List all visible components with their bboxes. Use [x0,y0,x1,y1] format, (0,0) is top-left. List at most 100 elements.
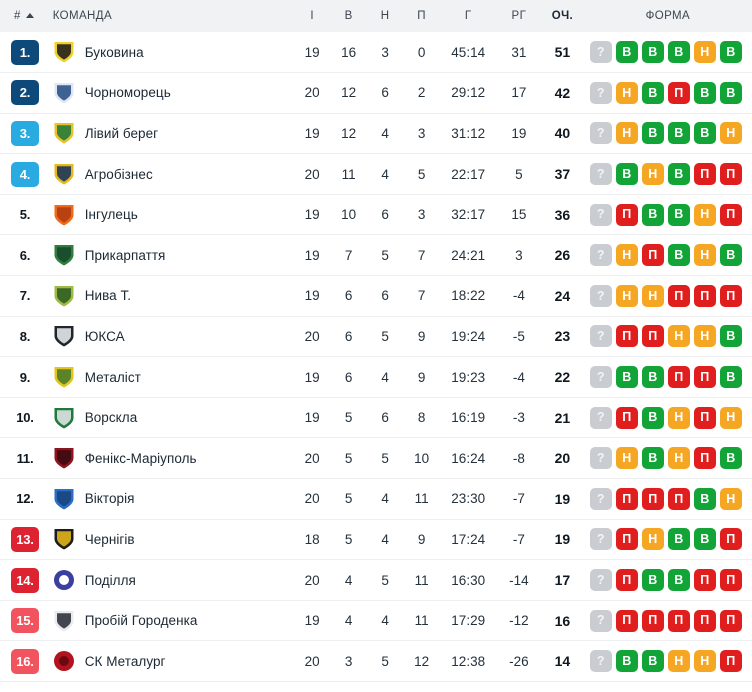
form-badge-win[interactable]: В [693,487,716,510]
column-header-team[interactable]: КОМАНДА [52,10,113,22]
form-badge-draw[interactable]: Н [641,284,664,307]
table-row[interactable]: 6. Прикарпаття 19 7 5 7 24:21 3 26? Н П В Н В [0,234,752,276]
form-badge-draw[interactable]: Н [667,447,690,470]
form-badge-loss[interactable]: П [615,203,638,226]
form-badge-win[interactable]: В [641,203,664,226]
table-row[interactable]: 15. Пробій Городенка 19 4 4 11 17:29 -12 16? П П П П… [0,600,752,641]
form-badge-unknown[interactable]: ? [589,203,612,226]
table-row[interactable]: 4. Агробізнес 20 11 4 5 22:17 5 37? В Н В П П [0,153,752,195]
team-cell[interactable]: Нива Т. [53,276,294,317]
form-badge-win[interactable]: В [719,41,742,64]
form-badge-draw[interactable]: Н [615,447,638,470]
form-badge-unknown[interactable]: ? [589,122,612,145]
form-badge-unknown[interactable]: ? [589,487,612,510]
form-badge-win[interactable]: В [693,528,716,551]
team-cell[interactable]: Інгулець [53,194,294,235]
form-badge-draw[interactable]: Н [693,650,716,673]
form-badge-draw[interactable]: Н [693,41,716,64]
form-badge-win[interactable]: В [667,41,690,64]
form-badge-draw[interactable]: Н [615,81,638,104]
form-badge-loss[interactable]: П [667,81,690,104]
form-badge-loss[interactable]: П [693,406,716,429]
column-header-goal-diff[interactable]: РГ [511,10,527,22]
form-badge-loss[interactable]: П [719,203,742,226]
team-name[interactable]: Агробізнес [84,166,153,182]
form-badge-loss[interactable]: П [615,487,638,510]
form-badge-win[interactable]: В [641,406,664,429]
team-cell[interactable]: Прикарпаття [53,235,294,276]
team-cell[interactable]: ЮКСА [53,316,294,357]
form-badge-win[interactable]: В [719,244,742,267]
form-badge-loss[interactable]: П [667,366,690,389]
form-badge-win[interactable]: В [693,81,716,104]
form-badge-unknown[interactable]: ? [589,41,612,64]
form-badge-draw[interactable]: Н [719,406,742,429]
table-row[interactable]: 14. Поділля 20 4 5 11 16:30 -14 17? П В В П П [0,559,752,601]
form-badge-win[interactable]: В [667,163,690,186]
table-row[interactable]: 2. Чорноморець 20 12 6 2 29:12 17 42? Н В П В В [0,72,752,114]
team-name[interactable]: Буковина [84,44,144,60]
form-badge-loss[interactable]: П [641,487,664,510]
form-badge-win[interactable]: В [641,41,664,64]
team-name[interactable]: Пробій Городенка [84,613,198,629]
form-badge-win[interactable]: В [615,366,638,389]
team-cell[interactable]: Фенікс-Маріуполь [53,438,294,479]
team-name[interactable]: Лівий берег [84,125,159,141]
form-badge-win[interactable]: В [641,122,664,145]
column-header-losses[interactable]: П [417,10,426,22]
form-badge-loss[interactable]: П [615,569,638,592]
form-badge-loss[interactable]: П [641,325,664,348]
form-badge-draw[interactable]: Н [667,650,690,673]
table-row[interactable]: 9. Металіст 19 6 4 9 19:23 -4 22? В В П П В [0,356,752,398]
form-badge-win[interactable]: В [719,447,742,470]
table-row[interactable]: 12. Вікторія 20 5 4 11 23:30 -7 19? П П П В Н [0,478,752,520]
form-badge-win[interactable]: В [719,325,742,348]
form-badge-win[interactable]: В [719,366,742,389]
column-header-draws[interactable]: Н [380,10,390,22]
form-badge-draw[interactable]: Н [667,406,690,429]
team-cell[interactable]: Агробізнес [53,154,294,195]
team-name[interactable]: Ворскла [84,410,138,426]
form-badge-loss[interactable]: П [641,609,664,632]
form-badge-draw[interactable]: Н [615,284,638,307]
form-badge-win[interactable]: В [667,569,690,592]
form-badge-loss[interactable]: П [615,406,638,429]
form-badge-loss[interactable]: П [719,650,742,673]
form-badge-unknown[interactable]: ? [589,569,612,592]
form-badge-draw[interactable]: Н [615,244,638,267]
team-cell[interactable]: Лівий берег [53,113,294,154]
form-badge-unknown[interactable]: ? [589,325,612,348]
sort-ascending-arrow-icon[interactable] [25,12,34,18]
form-badge-win[interactable]: В [667,244,690,267]
form-badge-win[interactable]: В [667,122,690,145]
form-badge-win[interactable]: В [641,81,664,104]
table-row[interactable]: 13. Чернігів 18 5 4 9 17:24 -7 19? П Н В В П [0,519,752,560]
form-badge-unknown[interactable]: ? [589,163,612,186]
form-badge-draw[interactable]: Н [693,325,716,348]
table-row[interactable]: 8. ЮКСА 20 6 5 9 19:24 -5 23? П П Н Н В [0,316,752,357]
form-badge-draw[interactable]: Н [641,528,664,551]
form-badge-draw[interactable]: Н [719,122,742,145]
form-badge-loss[interactable]: П [667,284,690,307]
form-badge-unknown[interactable]: ? [589,609,612,632]
team-cell[interactable]: Чорноморець [53,73,294,114]
form-badge-unknown[interactable]: ? [589,284,612,307]
column-header-wins[interactable]: В [344,10,353,22]
team-cell[interactable]: Буковина [53,32,294,73]
team-name[interactable]: Нива Т. [84,288,132,304]
team-name[interactable]: Прикарпаття [84,247,166,263]
table-row[interactable]: 11. Фенікс-Маріуполь 20 5 5 10 16:24 -8 20? Н В Н П В [0,437,752,479]
team-name[interactable]: ЮКСА [84,328,125,344]
team-cell[interactable]: Пробій Городенка [53,600,294,641]
form-badge-unknown[interactable]: ? [589,81,612,104]
team-cell[interactable]: Металіст [53,357,294,398]
form-badge-win[interactable]: В [615,163,638,186]
form-badge-win[interactable]: В [641,650,664,673]
form-badge-loss[interactable]: П [615,528,638,551]
form-badge-draw[interactable]: Н [641,163,664,186]
team-cell[interactable]: Вікторія [53,479,294,520]
form-badge-unknown[interactable]: ? [589,406,612,429]
form-badge-unknown[interactable]: ? [589,366,612,389]
form-badge-loss[interactable]: П [693,163,716,186]
table-row[interactable]: 16. СК Металург 20 3 5 12 12:38 -26 14? В В Н Н П [0,640,752,682]
